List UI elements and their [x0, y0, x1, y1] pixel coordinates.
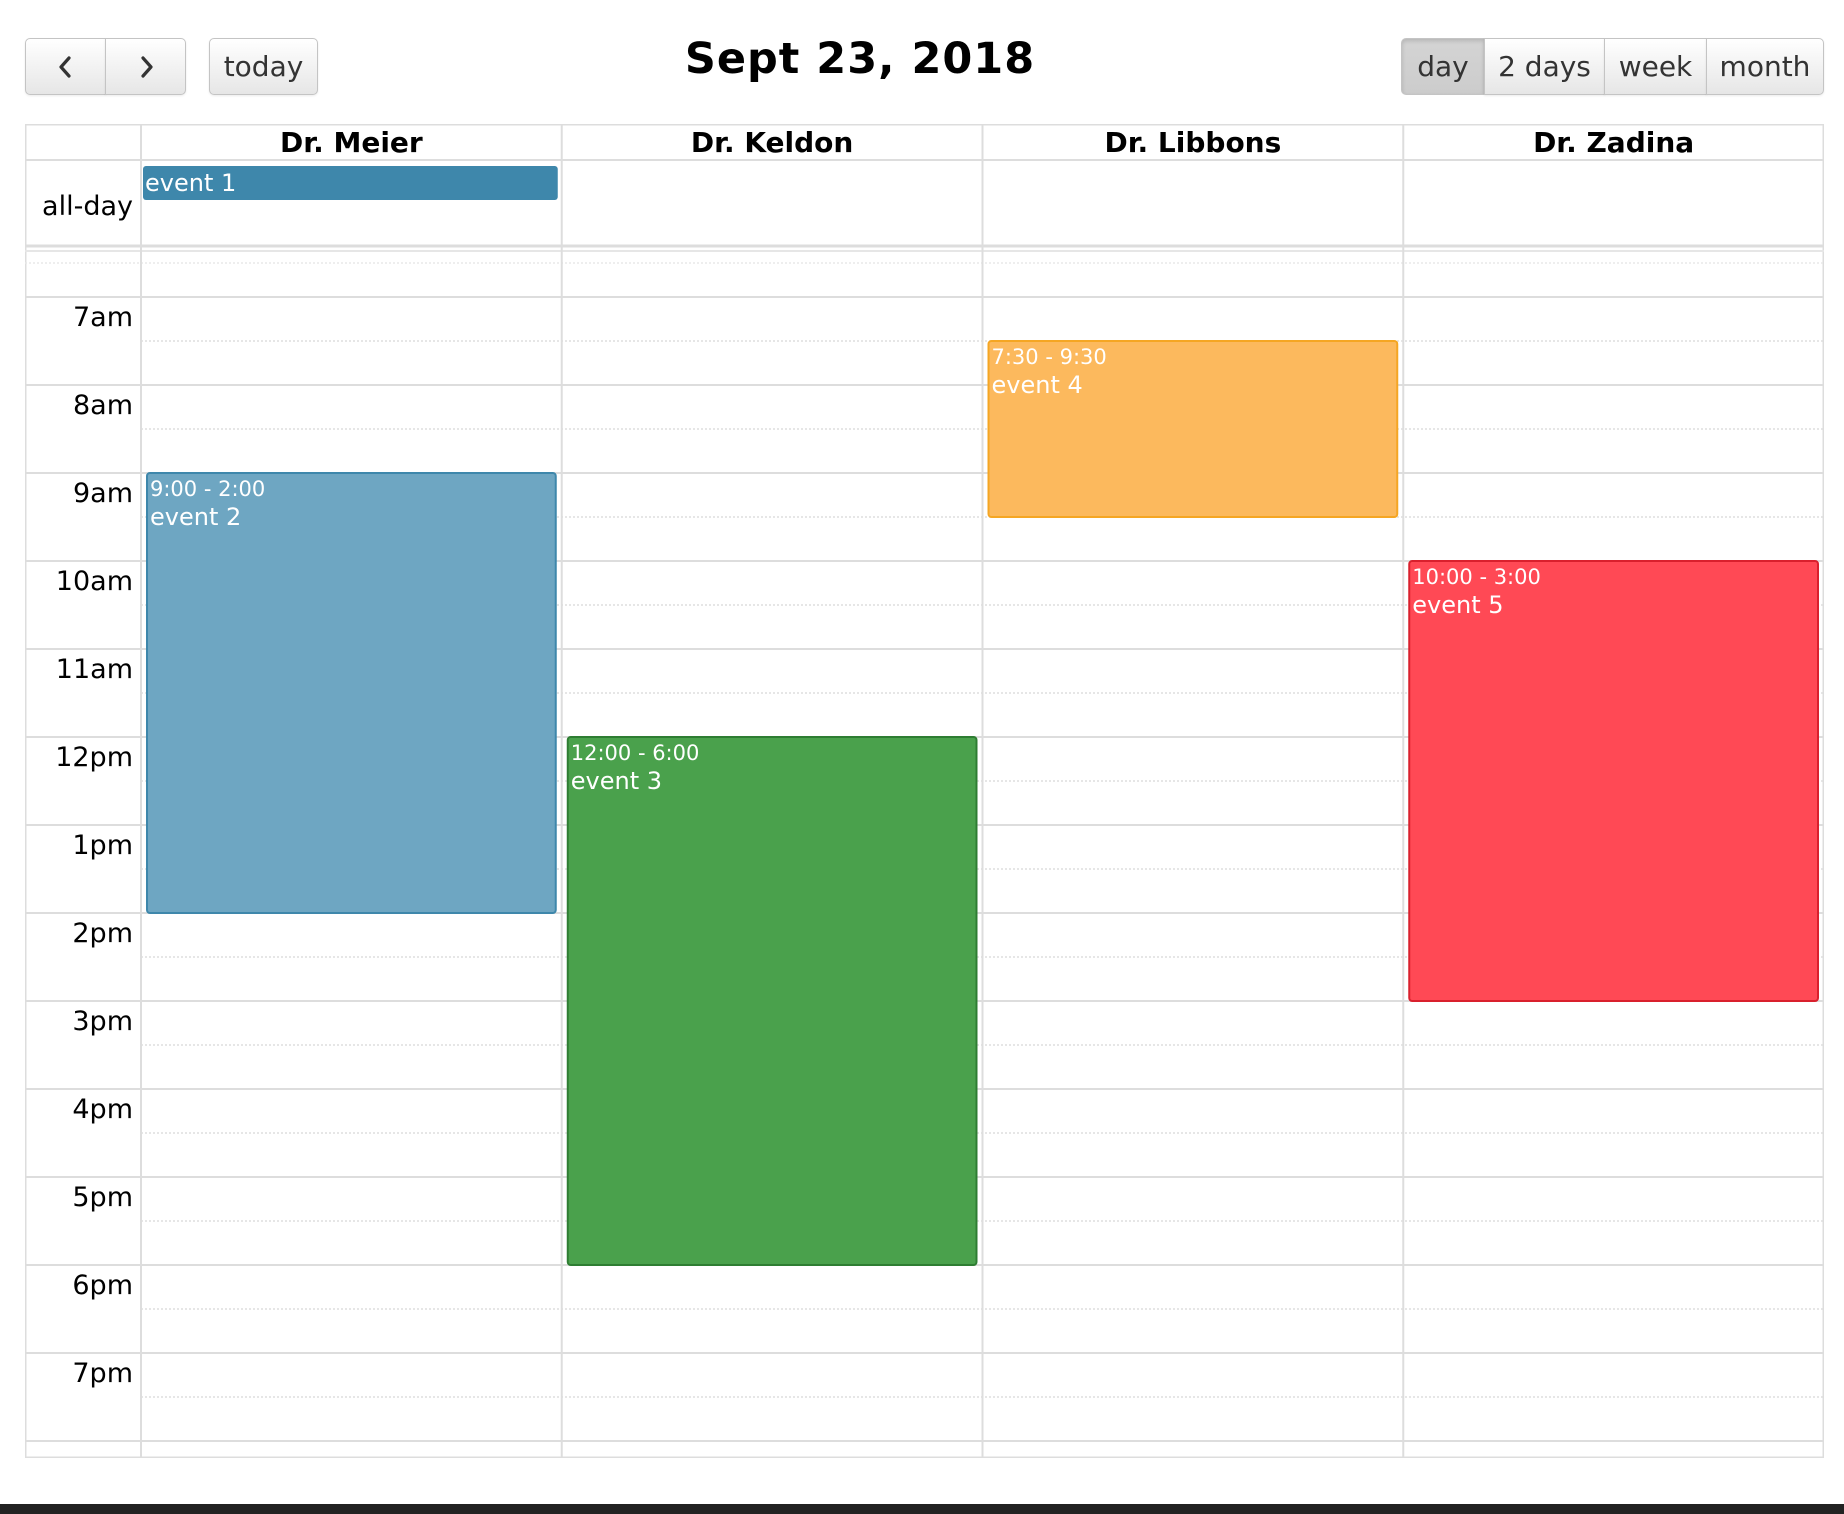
event-time: 10:00 - 3:00 [1412, 565, 1541, 589]
event-time: 9:00 - 2:00 [150, 477, 265, 501]
today-button[interactable]: today [209, 38, 318, 95]
resource-header: Dr. Keldon [691, 126, 853, 159]
time-label: 2pm [72, 918, 133, 949]
view-2days-button[interactable]: 2 days [1484, 38, 1605, 95]
event-time: 7:30 - 9:30 [992, 345, 1107, 369]
time-label: 9am [73, 478, 133, 509]
time-label: 7am [73, 302, 133, 333]
window-bottom-edge [0, 1504, 1844, 1514]
chevron-left-icon [58, 55, 71, 78]
event-block[interactable] [987, 340, 1399, 518]
view-month-button[interactable]: month [1706, 38, 1824, 95]
event-title: event 2 [150, 503, 241, 531]
calendar-title: Sept 23, 2018 [684, 34, 1036, 84]
resource-header: Dr. Zadina [1533, 126, 1694, 159]
calendar-grid: Dr. Meier Dr. Keldon Dr. Libbons Dr. Zadina… [25, 124, 1824, 1458]
event-block[interactable] [566, 736, 978, 1266]
chevron-right-icon [140, 55, 153, 78]
prev-button[interactable] [25, 38, 106, 95]
all-day-event[interactable] [143, 166, 558, 200]
time-label: 11am [56, 654, 133, 685]
time-label: 6pm [72, 1270, 133, 1301]
time-label: 5pm [72, 1182, 133, 1213]
time-label: 1pm [72, 830, 133, 861]
event-title: event 4 [992, 371, 1083, 399]
calendar-toolbar: today Sept 23, 2018 day 2 days week mont… [0, 0, 1844, 110]
all-day-event-title[interactable]: event 1 [145, 169, 236, 197]
event-title: event 5 [1412, 591, 1503, 619]
event-block[interactable] [1408, 560, 1819, 1002]
event-time: 12:00 - 6:00 [571, 741, 700, 765]
view-week-button[interactable]: week [1604, 38, 1707, 95]
time-label: 4pm [72, 1094, 133, 1125]
time-label: 8am [73, 390, 133, 421]
time-label: 12pm [55, 742, 133, 773]
event-block[interactable] [146, 472, 557, 914]
time-label: 3pm [72, 1006, 133, 1037]
time-label: 10am [56, 566, 133, 597]
next-button[interactable] [105, 38, 186, 95]
resource-header: Dr. Libbons [1104, 126, 1281, 159]
all-day-label: all-day [42, 191, 133, 222]
event-title: event 3 [571, 767, 662, 795]
time-label: 7pm [72, 1358, 133, 1389]
view-day-button[interactable]: day [1401, 38, 1485, 95]
resource-header: Dr. Meier [280, 126, 423, 159]
